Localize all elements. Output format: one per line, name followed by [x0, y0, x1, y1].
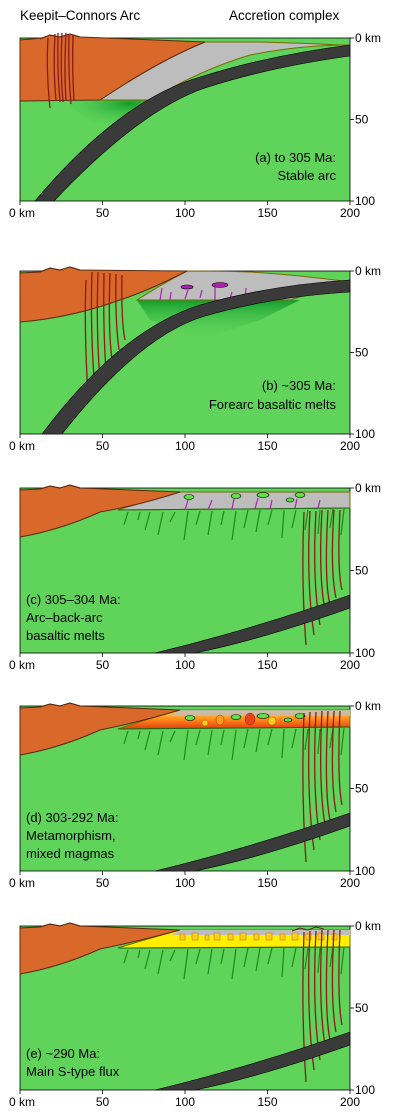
panel-b-label: (b) ~305 Ma: Forearc basaltic melts [209, 378, 337, 412]
depth-tick-label: 0 km [355, 699, 381, 713]
subducting-slab [154, 812, 351, 872]
svg-text:Main S-type flux: Main S-type flux [26, 1064, 120, 1079]
volcano-peaks [39, 33, 81, 40]
x-tick-label: 150 [257, 658, 277, 672]
subducting-slab [154, 594, 351, 654]
volcano-peaks [39, 702, 81, 708]
x-tick-label: 50 [96, 439, 110, 453]
moho-line [117, 726, 351, 730]
panel-a-label: (a) to 305 Ma: Stable arc [255, 150, 336, 183]
depth-tick-label: 50 [355, 564, 369, 578]
hydration-zone [66, 99, 150, 128]
depth-tick-label: 100 [355, 864, 375, 878]
moho-line [117, 946, 351, 949]
x-tick-label: 100 [175, 439, 195, 453]
depth-tick-label: 50 [355, 113, 369, 127]
x-tick-label: 100 [175, 1095, 195, 1109]
x-tick-label: 200 [340, 206, 360, 220]
arc-crust [19, 484, 181, 538]
depth-tick-label: 100 [355, 194, 375, 208]
x-tick-label: 0 km [9, 439, 35, 453]
svg-text:Forearc basaltic melts: Forearc basaltic melts [209, 397, 337, 412]
x-tick-label: 0 km [9, 1095, 35, 1109]
x-tick-label: 200 [340, 876, 360, 890]
arc-dikes [46, 32, 75, 109]
svg-text:(c) 305–304 Ma:: (c) 305–304 Ma: [26, 592, 121, 607]
hydration-zone [137, 300, 300, 340]
panel-d: (d) 303-292 Ma: Metamorphism, mixed magm… [19, 702, 351, 872]
svg-text:Stable arc: Stable arc [277, 168, 336, 183]
svg-text:Metamorphism,: Metamorphism, [26, 828, 116, 843]
depth-tick-label: 50 [355, 782, 369, 796]
depth-tick-label: 50 [355, 1001, 369, 1015]
mixed-magmas [184, 712, 306, 727]
depth-tick-label: 0 km [355, 264, 381, 278]
arc-dikes [302, 509, 343, 646]
x-tick-label: 0 km [9, 206, 35, 220]
upper-gray-band [170, 710, 350, 716]
moho-line [117, 507, 351, 511]
panel-b: (b) ~305 Ma: Forearc basaltic melts [19, 266, 351, 435]
volcano-peaks [39, 484, 81, 490]
depth-tick-label: 50 [355, 346, 369, 360]
panel-axes: 0 km 50 100 150 200 0 km 50 100 0 km 50 100 150 200 0… [9, 31, 381, 1109]
x-tick-label: 150 [257, 206, 277, 220]
x-tick-label: 0 km [9, 876, 35, 890]
x-tick-label: 50 [96, 206, 110, 220]
x-tick-label: 150 [257, 876, 277, 890]
arc-dikes [302, 929, 343, 1083]
depth-tick-label: 100 [355, 646, 375, 660]
arc-dikes [84, 271, 126, 396]
x-tick-label: 200 [340, 439, 360, 453]
depth-tick-label: 0 km [355, 31, 381, 45]
panel-d-label: (d) 303-292 Ma: Metamorphism, mixed magm… [26, 810, 119, 861]
backarc-dikes [123, 946, 345, 980]
backarc-dikes [123, 508, 345, 541]
volcano-peaks [39, 922, 81, 928]
x-tick-label: 50 [96, 876, 110, 890]
svg-text:basaltic melts: basaltic melts [26, 628, 105, 643]
arc-crust [19, 922, 181, 975]
svg-text:(d) 303-292 Ma:: (d) 303-292 Ma: [26, 810, 119, 825]
x-tick-label: 50 [96, 658, 110, 672]
x-tick-label: 150 [257, 1095, 277, 1109]
header-accretion-title: Accretion complex [229, 8, 340, 23]
depth-tick-label: 0 km [355, 481, 381, 495]
x-tick-label: 100 [175, 876, 195, 890]
volcano-peaks [39, 266, 81, 273]
x-tick-label: 150 [257, 439, 277, 453]
svg-text:(b) ~305 Ma:: (b) ~305 Ma: [262, 378, 336, 393]
svg-text:(a) to 305 Ma:: (a) to 305 Ma: [255, 150, 336, 165]
x-tick-label: 100 [175, 206, 195, 220]
depth-tick-label: 100 [355, 1083, 375, 1097]
panel-e-label: (e) ~290 Ma: Main S-type flux [26, 1046, 120, 1079]
panel-a: (a) to 305 Ma: Stable arc [19, 32, 351, 202]
subducting-slab [154, 1031, 351, 1091]
subducting-slab [34, 44, 351, 202]
panel-c: (c) 305–304 Ma: Arc–back-arc basaltic me… [19, 484, 351, 654]
panel-c-label: (c) 305–304 Ma: Arc–back-arc basaltic me… [26, 592, 121, 643]
x-tick-label: 50 [96, 1095, 110, 1109]
x-tick-label: 200 [340, 658, 360, 672]
depth-tick-label: 0 km [355, 919, 381, 933]
backarc-dikes [123, 727, 345, 761]
arc-crust [19, 702, 181, 756]
subducting-slab [41, 279, 351, 435]
x-tick-label: 200 [340, 1095, 360, 1109]
panel-e: (e) ~290 Ma: Main S-type flux [19, 922, 351, 1091]
svg-text:Arc–back-arc: Arc–back-arc [26, 610, 103, 625]
volcano-peaks-right [291, 926, 325, 932]
x-tick-label: 100 [175, 658, 195, 672]
header-arc-title: Keepit–Connors Arc [20, 8, 140, 23]
x-tick-label: 0 km [9, 658, 35, 672]
svg-text:mixed magmas: mixed magmas [26, 846, 115, 861]
depth-tick-label: 100 [355, 427, 375, 441]
backarc-basalt-melts [183, 492, 321, 511]
svg-text:(e) ~290 Ma:: (e) ~290 Ma: [26, 1046, 100, 1061]
